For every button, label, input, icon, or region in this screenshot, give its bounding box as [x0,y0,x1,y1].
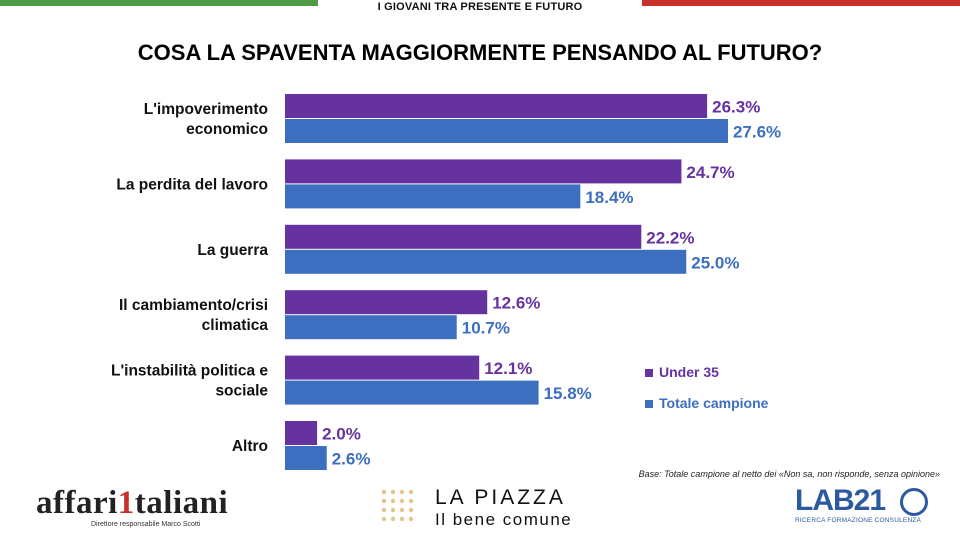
value-label-altro-totale: 2.6% [332,450,371,469]
legend-totale: Totale campione [645,395,768,411]
affaritaliani-wordmark: affari1taliani [36,485,229,521]
bar-altro-under35 [285,421,318,445]
category-label-instabilita: L'instabilità politica e sociale [111,363,268,400]
flag-stripe-red [642,0,960,6]
value-label-cambiamento-climatico-under35: 12.6% [492,294,540,313]
page-header: I GIOVANI TRA PRESENTE E FUTURO [377,1,583,13]
bar-cambiamento-climatico-under35 [285,290,488,315]
bar-cambiamento-climatico-totale [285,315,457,340]
value-label-perdita-lavoro-under35: 24.7% [686,163,734,182]
value-label-altro-under35: 2.0% [322,425,361,444]
bar-perdita-lavoro-totale [285,184,581,209]
bar-instabilita-under35 [285,355,480,380]
bar-altro-totale [285,446,327,470]
affaritaliani-subtitle: Direttore responsabile Marco Scotti [91,521,201,528]
lab21-wordmark: LAB21 [795,484,886,517]
value-label-instabilita-under35: 12.1% [484,359,532,378]
value-label-cambiamento-climatico-totale: 10.7% [462,319,510,338]
chart-title: COSA LA SPAVENTA MAGGIORMENTE PENSANDO A… [137,40,823,65]
value-label-guerra-totale: 25.0% [691,253,739,272]
value-label-instabilita-totale: 15.8% [544,384,592,403]
legend-label-under35: Under 35 [659,364,719,380]
bar-instabilita-totale [285,380,539,405]
value-label-perdita-lavoro-totale: 18.4% [585,188,633,207]
bar-perdita-lavoro-under35 [285,159,682,184]
bar-guerra-totale [285,249,687,274]
lab21-tagline: RICERCA FORMAZIONE CONSULENZA [795,517,922,524]
value-label-guerra-under35: 22.2% [646,228,694,247]
lab21-circle-icon [900,488,928,516]
lapiazza-title: LA PIAZZA [435,486,566,509]
bar-impoverimento-under35 [285,94,708,118]
base-note: Base: Totale campione al netto dei «Non … [638,469,940,479]
legend-swatch-totale [645,400,653,409]
affaritaliani-logo: affari1taliani Direttore responsabile Ma… [36,486,228,528]
dot-grid-icon [381,489,414,522]
legend-under35: Under 35 [645,364,719,380]
flag-stripe-green [0,0,318,6]
category-label-impoverimento: L'impoverimento economico [144,101,268,138]
category-label-guerra: La guerra [197,242,268,259]
category-label-perdita-lavoro: La perdita del lavoro [116,176,268,193]
bar-guerra-under35 [285,224,642,249]
lab21-logo: LAB21 RICERCA FORMAZIONE CONSULENZA [795,484,928,524]
legend-label-totale: Totale campione [659,395,769,411]
legend-swatch-under35 [645,369,653,378]
value-label-impoverimento-totale: 27.6% [733,123,781,142]
lapiazza-tagline: Il bene comune [435,510,573,529]
category-label-altro: Altro [232,438,268,455]
category-label-cambiamento-climatico: Il cambiamento/crisi climatica [119,297,268,334]
value-label-impoverimento-under35: 26.3% [712,98,760,117]
bar-impoverimento-totale [285,119,728,143]
